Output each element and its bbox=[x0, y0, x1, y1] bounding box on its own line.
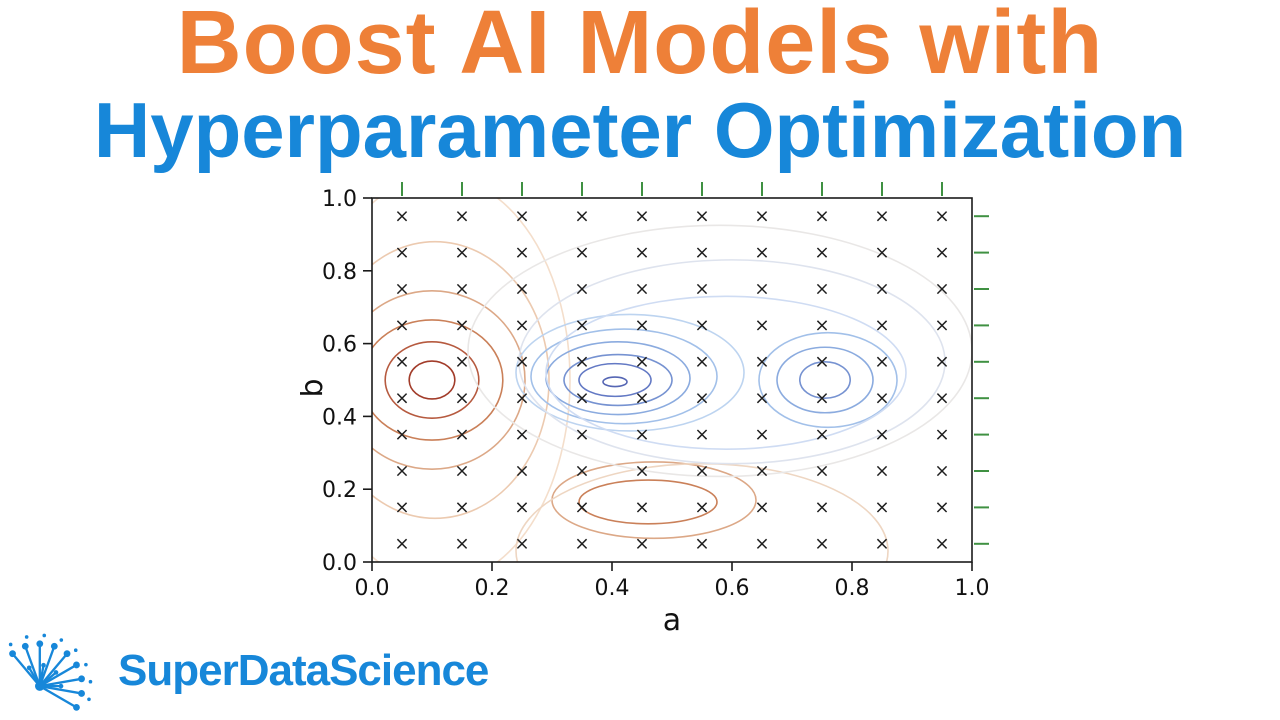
svg-text:1.0: 1.0 bbox=[955, 576, 990, 601]
svg-text:0.8: 0.8 bbox=[322, 260, 357, 285]
x-axis-label: a bbox=[663, 603, 681, 638]
logo-text: SuperDataScience bbox=[118, 646, 489, 695]
svg-text:1.0: 1.0 bbox=[322, 187, 357, 212]
page-subtitle: Hyperparameter Optimization bbox=[93, 86, 1187, 174]
svg-text:0.0: 0.0 bbox=[322, 551, 357, 576]
svg-text:0.8: 0.8 bbox=[835, 576, 870, 601]
contour-plot-svg: 0.0 0.2 0.4 0.6 0.8 1.0 0.0 0.2 0.4 0.6 0.8 1.0 a b bbox=[295, 182, 990, 638]
y-axis-label: b bbox=[300, 378, 330, 397]
svg-text:0.4: 0.4 bbox=[595, 576, 630, 601]
svg-text:0.2: 0.2 bbox=[475, 576, 510, 601]
svg-text:0.6: 0.6 bbox=[715, 576, 750, 601]
contour-lines bbox=[372, 198, 972, 562]
svg-text:0.0: 0.0 bbox=[355, 576, 390, 601]
tick-labels: 0.0 0.2 0.4 0.6 0.8 1.0 0.0 0.2 0.4 0.6 0.8 1.0 bbox=[322, 187, 990, 601]
axis-ticks bbox=[363, 197, 973, 571]
axes-box bbox=[371, 197, 973, 563]
dandelion-network-icon bbox=[8, 633, 93, 711]
sample-markers bbox=[396, 211, 948, 549]
page-title: Boost AI Models with bbox=[176, 0, 1104, 93]
svg-text:0.4: 0.4 bbox=[322, 405, 357, 430]
contour-plot: 0.0 0.2 0.4 0.6 0.8 1.0 0.0 0.2 0.4 0.6 0.8 1.0 a b bbox=[295, 180, 1000, 642]
superdatascience-logo: SuperDataScience bbox=[8, 618, 489, 714]
svg-text:0.6: 0.6 bbox=[322, 333, 357, 358]
rug-ticks bbox=[401, 182, 989, 545]
svg-text:0.2: 0.2 bbox=[322, 478, 357, 503]
